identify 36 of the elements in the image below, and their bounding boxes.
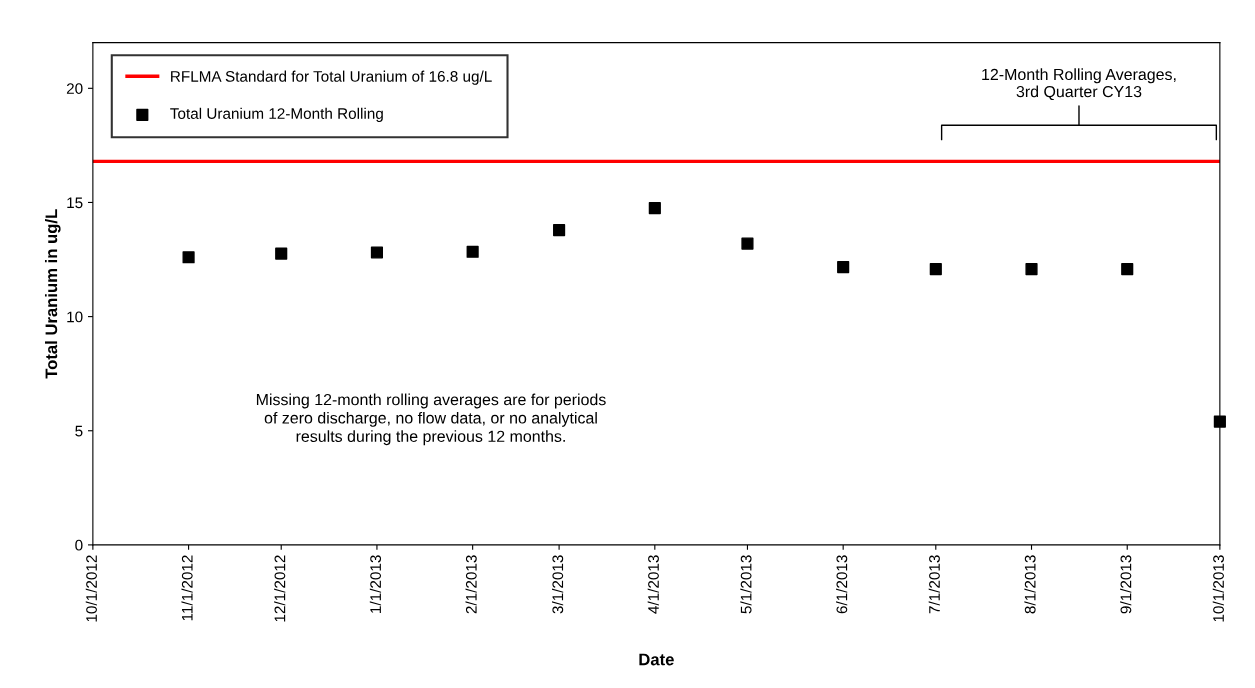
annotation: Missing 12-month rolling averages are for periods of zero discharge, no flow data, or no analytical results during the previous 12 months. (256, 393, 606, 446)
y-tick-label: 0 (75, 539, 83, 551)
point (1025, 263, 1038, 276)
y-tick-label: 5 (75, 425, 83, 437)
y-tick-label: 10 (67, 311, 83, 323)
x-tick-label: 6/1/2013 (836, 555, 848, 614)
point (1213, 415, 1226, 428)
point (466, 245, 479, 258)
x-tick-label: 4/1/2013 (647, 555, 659, 614)
x-tick-label: 10/1/2012 (85, 555, 97, 622)
x-tick-label: 2/1/2013 (465, 555, 477, 614)
y-tick-label: 15 (67, 197, 83, 209)
x-axis-title: Date (639, 653, 674, 666)
x-tick-label: 7/1/2013 (928, 555, 940, 614)
x-tick-label: 10/1/2013 (1212, 555, 1224, 622)
y-axis-title: Total Uranium in ug/L (44, 209, 61, 379)
x-tick-label: 1/1/2013 (369, 555, 382, 613)
x-tick-label: 11/1/2012 (181, 555, 193, 621)
x-tick-label: 9/1/2013 (1120, 555, 1132, 614)
legend-label: Total Uranium 12-Month Rolling (170, 107, 383, 122)
y-tick-label: 20 (66, 83, 83, 94)
point (648, 202, 661, 215)
x-tick-label: 3/1/2013 (551, 555, 564, 614)
point (275, 247, 288, 260)
point (553, 224, 566, 237)
annotation: 12-Month Rolling Averages, 3rd Quarter CY13 (982, 68, 1176, 101)
point (837, 260, 850, 274)
x-tick-label: 5/1/2013 (740, 555, 752, 614)
legend-label: RFLMA Standard for Total Uranium of 16.8 ug/L (171, 70, 492, 85)
point (370, 246, 384, 259)
point (182, 251, 195, 264)
point (741, 237, 754, 250)
point (929, 263, 942, 276)
point (1121, 263, 1134, 276)
x-tick-label: 8/1/2013 (1024, 555, 1036, 614)
x-tick-label: 12/1/2012 (274, 555, 286, 622)
